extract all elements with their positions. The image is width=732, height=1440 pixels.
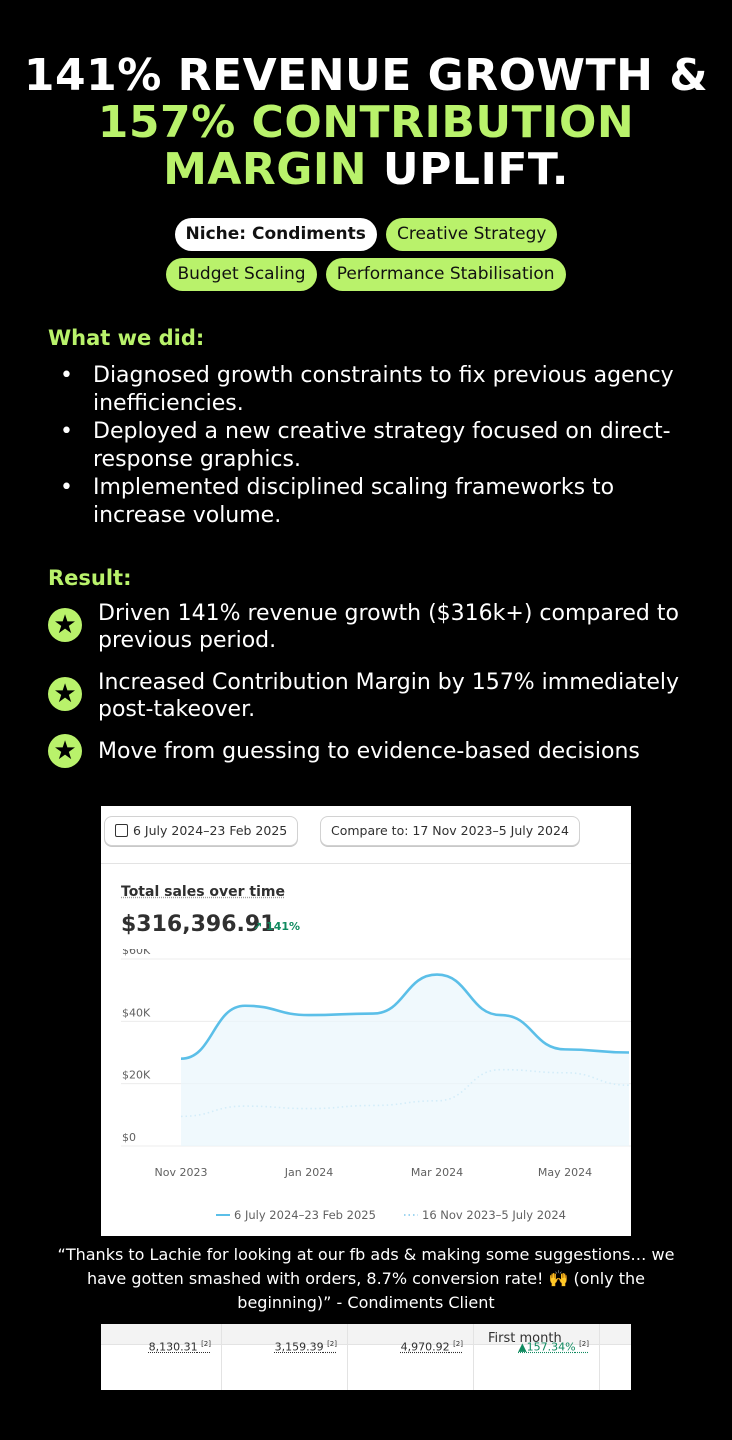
table-cell: 4,970.92 [2]	[347, 1324, 474, 1390]
compare-picker[interactable]: Compare to: 17 Nov 2023–5 July 2024	[320, 816, 580, 846]
tag-creative-strategy: Creative Strategy	[385, 218, 558, 251]
headline-line-2: 157% CONTRIBUTION	[97, 97, 635, 148]
star-badge-icon: ★	[48, 734, 82, 768]
y-tick-label: $0	[122, 1131, 136, 1144]
cell-value: 8,130.31 [2]	[148, 1340, 211, 1354]
y-tick-label: $60K	[122, 949, 151, 957]
arrow-up-right-icon: ↗	[253, 920, 267, 933]
result-title: Result:	[48, 566, 132, 590]
headline-uplift-word: UPLIFT.	[367, 144, 569, 195]
legend-label: 16 Nov 2023–5 July 2024	[422, 1208, 566, 1222]
date-range-picker[interactable]: 6 July 2024–23 Feb 2025	[104, 816, 299, 846]
tag-row-1: Niche: Condiments Creative Strategy	[0, 218, 732, 251]
result-text: Driven 141% revenue growth ($316k+) comp…	[98, 601, 679, 653]
cell-value: 4,970.92 [2]	[400, 1340, 463, 1354]
x-tick-label: Jan 2024	[284, 1166, 333, 1179]
cell-value-change: ▲157.34% [2]	[518, 1340, 589, 1354]
star-badge-icon: ★	[48, 608, 82, 642]
list-item: Implemented disciplined scaling framewor…	[48, 474, 698, 530]
chart-panel: Total sales over time $316,396.91 ↗ 141%…	[101, 863, 631, 1236]
date-range-label: 6 July 2024–23 Feb 2025	[133, 823, 288, 838]
table-cell: 8,130.31 [2]	[101, 1324, 222, 1390]
star-badge-icon: ★	[48, 677, 82, 711]
x-tick-label: Nov 2023	[155, 1166, 208, 1179]
table-cell: 3,159.39 [2]	[221, 1324, 348, 1390]
metric-change: ↗ 141%	[253, 920, 300, 933]
series-line-current	[180, 973, 630, 1061]
table-cell-first-month: First month ▲157.34% [2]	[473, 1324, 600, 1390]
headline-margin-word: MARGIN	[163, 144, 368, 195]
headline: 141% REVENUE GROWTH & 157% CONTRIBUTION …	[0, 52, 732, 193]
x-tick-label: May 2024	[538, 1166, 592, 1179]
headline-line-1: 141% REVENUE GROWTH &	[23, 50, 709, 101]
what-we-did-list: Diagnosed growth constraints to fix prev…	[48, 362, 698, 530]
result-item: ★ Increased Contribution Margin by 157% …	[48, 669, 708, 723]
metric-change-value: 141%	[266, 920, 301, 933]
result-item: ★ Move from guessing to evidence-based d…	[48, 734, 708, 768]
result-text: Move from guessing to evidence-based dec…	[98, 739, 640, 764]
result-text: Increased Contribution Margin by 157% im…	[98, 670, 680, 722]
line-chart: $0 $20K $40K $60K Nov 2023 Jan 2024 Mar 2024 Ma…	[121, 949, 631, 1222]
series-area-current	[181, 974, 629, 1146]
metric-title: Total sales over time	[121, 884, 285, 900]
legend-label: 6 July 2024–23 Feb 2025	[234, 1208, 376, 1222]
metric-value: $316,396.91	[121, 912, 276, 937]
metrics-table: 8,130.31 [2] 3,159.39 [2] 4,970.92 [2] F…	[101, 1324, 631, 1390]
list-item: Deployed a new creative strategy focused…	[48, 418, 698, 474]
what-we-did-title: What we did:	[48, 326, 205, 350]
compare-label: Compare to: 17 Nov 2023–5 July 2024	[331, 823, 569, 838]
calendar-icon	[115, 824, 128, 837]
cell-value: 3,159.39 [2]	[274, 1340, 337, 1354]
tag-performance-stabilisation: Performance Stabilisation	[325, 258, 566, 291]
testimonial-quote: “Thanks to Lachie for looking at our fb …	[57, 1245, 675, 1312]
triangle-up-icon: ▲	[518, 1340, 527, 1354]
sales-chart-card: 6 July 2024–23 Feb 2025 Compare to: 17 N…	[101, 806, 631, 1236]
table-header-first-month: First month	[488, 1331, 562, 1346]
list-item: Diagnosed growth constraints to fix prev…	[48, 362, 698, 418]
tag-row-2: Budget Scaling Performance Stabilisation	[0, 258, 732, 291]
headline-line-3: MARGIN UPLIFT.	[0, 146, 732, 193]
y-tick-label: $40K	[122, 1006, 151, 1019]
table-header-row	[101, 1324, 631, 1345]
x-tick-label: Mar 2024	[411, 1166, 463, 1179]
result-item: ★ Driven 141% revenue growth ($316k+) co…	[48, 600, 708, 654]
y-tick-label: $20K	[122, 1069, 151, 1082]
result-list: ★ Driven 141% revenue growth ($316k+) co…	[48, 600, 708, 777]
tag-budget-scaling: Budget Scaling	[166, 258, 317, 291]
tag-niche: Niche: Condiments	[174, 218, 377, 251]
